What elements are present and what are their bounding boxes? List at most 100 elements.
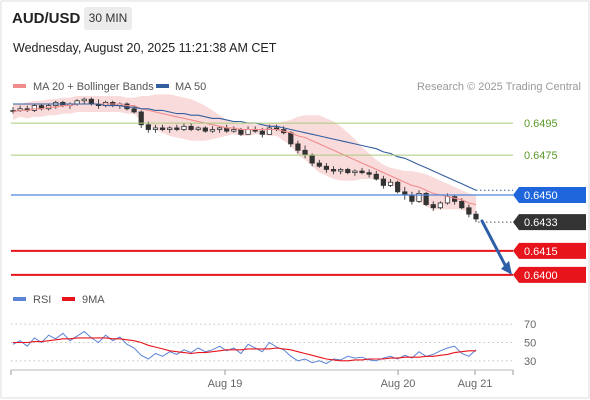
x-tick-label: Aug 19 bbox=[208, 378, 243, 390]
x-tick-label: Aug 20 bbox=[381, 378, 416, 390]
candle bbox=[195, 126, 201, 132]
candle bbox=[387, 179, 394, 188]
level-label-0.6495: 0.6495 bbox=[524, 118, 558, 130]
candle-body-down bbox=[380, 178, 387, 186]
datetime-label: Wednesday, August 20, 2025 11:21:38 AM C… bbox=[13, 41, 277, 55]
candle-body-up bbox=[216, 127, 223, 130]
level-label-0.6400: 0.6400 bbox=[524, 270, 558, 282]
levels-layer: 0.6495 0.6475 0.6450 0.6433 0.6415 0.6400 bbox=[11, 118, 586, 283]
candle-body-down bbox=[473, 213, 479, 220]
candle bbox=[423, 191, 429, 207]
level-label-0.6433: 0.6433 bbox=[524, 217, 558, 229]
legend-swatch-rsi bbox=[13, 297, 26, 301]
forecast-arrow-head bbox=[501, 260, 512, 275]
level-tag-bg bbox=[513, 214, 586, 231]
candle bbox=[209, 126, 216, 133]
legend-swatch-9ma bbox=[62, 297, 75, 301]
candle-body-down bbox=[309, 154, 315, 164]
level-label-0.6415: 0.6415 bbox=[524, 246, 558, 258]
candle bbox=[138, 110, 144, 128]
candle bbox=[437, 201, 443, 210]
candle-body-down bbox=[466, 207, 472, 215]
candle-body-down bbox=[188, 125, 194, 130]
candle bbox=[430, 201, 436, 211]
candle bbox=[345, 167, 351, 175]
candle bbox=[373, 171, 379, 181]
candle-body-up bbox=[437, 202, 443, 209]
candle-body-up bbox=[181, 125, 187, 130]
rsi-plot: 70 50 30 bbox=[11, 319, 536, 368]
candle bbox=[152, 124, 159, 133]
symbol-title: AUD/USD bbox=[12, 10, 81, 27]
forecast-arrow-shaft bbox=[480, 219, 508, 269]
rsi-tick-30: 30 bbox=[524, 356, 536, 368]
candle-body-down bbox=[159, 127, 166, 130]
candle bbox=[473, 210, 479, 223]
candle-body-up bbox=[245, 129, 251, 135]
x-tick-label: Aug 21 bbox=[458, 378, 493, 390]
candle bbox=[366, 169, 372, 178]
candle bbox=[188, 123, 194, 132]
candle bbox=[352, 169, 358, 176]
chart-header: AUD/USD 30 MIN bbox=[0, 0, 590, 36]
level-label-0.6475: 0.6475 bbox=[524, 150, 558, 162]
candle-body-down bbox=[345, 169, 351, 174]
level-label-0.6450: 0.6450 bbox=[524, 190, 558, 202]
candle-body-down bbox=[295, 143, 301, 151]
candle bbox=[10, 107, 16, 114]
candle-body-up bbox=[209, 129, 216, 132]
candle-body-down bbox=[323, 165, 330, 170]
candle-body-down bbox=[409, 194, 415, 202]
candle bbox=[466, 204, 472, 218]
level-tag-0.6400: 0.6400 bbox=[513, 266, 586, 283]
level-tag-0.6450: 0.6450 bbox=[513, 186, 586, 203]
candle bbox=[216, 126, 223, 133]
candle-body-up bbox=[152, 127, 159, 130]
legend-label-ma50: MA 50 bbox=[175, 81, 206, 93]
price-legend: MA 20 + Bollinger Bands MA 50 bbox=[13, 81, 206, 93]
candle bbox=[31, 103, 37, 112]
candle-body-down bbox=[131, 108, 137, 113]
price-plot bbox=[10, 94, 479, 223]
research-credit: Research © 2025 Trading Central bbox=[417, 81, 581, 93]
candle-body-down bbox=[373, 173, 379, 180]
level-tag-0.6415: 0.6415 bbox=[513, 242, 586, 259]
legend-swatch-ma20 bbox=[13, 84, 26, 88]
candle-body-up bbox=[231, 129, 237, 132]
candle-body-up bbox=[416, 192, 422, 202]
candle bbox=[159, 124, 166, 132]
candle bbox=[295, 140, 301, 154]
candle bbox=[330, 166, 337, 175]
candle-body-down bbox=[145, 124, 151, 130]
candle-body-up bbox=[195, 127, 201, 130]
candle-body-down bbox=[395, 181, 401, 193]
candle bbox=[202, 126, 208, 133]
candle-body-up bbox=[266, 127, 273, 135]
candle bbox=[181, 123, 187, 132]
legend-swatch-ma50 bbox=[156, 84, 169, 88]
candle-body-up bbox=[352, 170, 358, 174]
timeframe-button[interactable]: 30 MIN bbox=[84, 7, 132, 30]
candle bbox=[395, 180, 401, 194]
candle-body-down bbox=[359, 170, 365, 174]
candle bbox=[323, 163, 330, 173]
candle-body-down bbox=[238, 129, 244, 135]
candle bbox=[174, 124, 180, 132]
legend-label-9ma: 9MA bbox=[82, 294, 105, 306]
rsi-legend: RSI 9MA bbox=[13, 294, 105, 306]
candle-body-down bbox=[174, 127, 180, 130]
candle bbox=[316, 159, 322, 168]
candle-body-down bbox=[330, 169, 337, 172]
candle-body-down bbox=[316, 162, 322, 167]
candle-body-up bbox=[81, 98, 87, 102]
candle-body-down bbox=[302, 149, 308, 156]
candle-body-down bbox=[202, 127, 208, 132]
legend-label-rsi: RSI bbox=[33, 294, 51, 306]
candle-body-down bbox=[138, 111, 144, 126]
candle-body-up bbox=[31, 105, 37, 111]
candle bbox=[359, 167, 365, 175]
level-tag-bg bbox=[513, 266, 586, 283]
level-tag-0.6433: 0.6433 bbox=[513, 214, 586, 231]
ma50-line bbox=[13, 103, 477, 191]
